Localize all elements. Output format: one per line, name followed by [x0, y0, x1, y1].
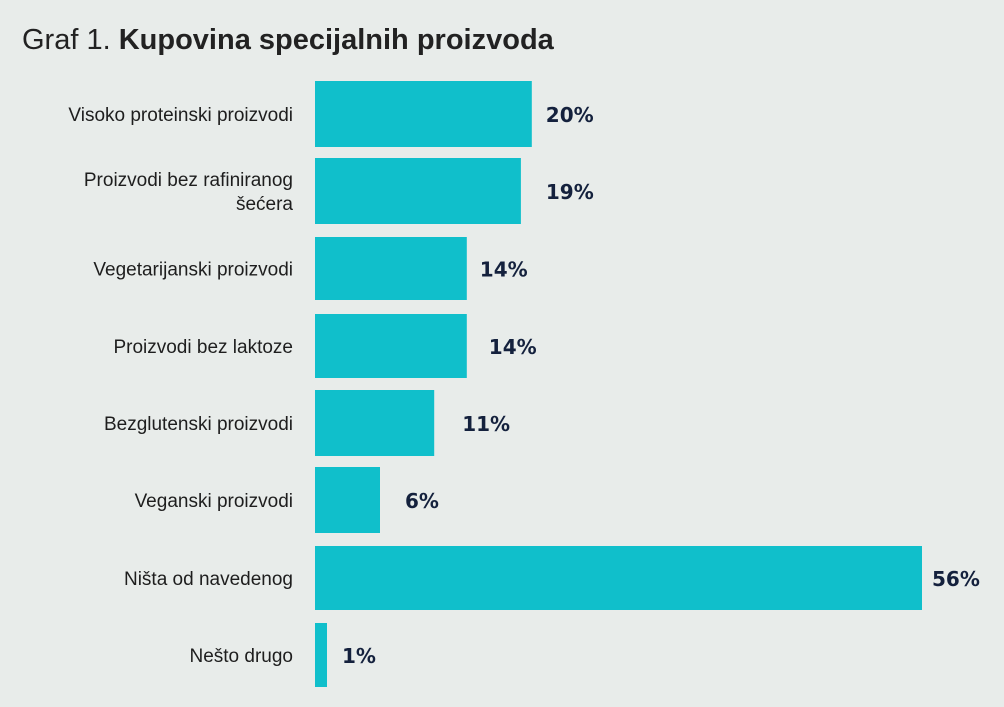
category-label: Proizvodi bez rafiniranog šećera	[84, 170, 294, 215]
category-label: Bezglutenski proizvodi	[104, 414, 293, 435]
bar	[315, 158, 521, 224]
bar	[315, 81, 532, 147]
value-label: 20%	[546, 103, 594, 127]
category-label: Ništa od navedenog	[124, 569, 293, 590]
bar	[315, 623, 327, 687]
category-label: Nešto drugo	[189, 646, 293, 667]
bar-group: Visoko proteinski proizvodi 20%	[68, 81, 594, 147]
value-label: 6%	[405, 489, 439, 513]
chart-title: Graf 1. Kupovina specijalnih proizvoda	[22, 24, 554, 57]
value-label: 14%	[489, 335, 537, 359]
value-label: 14%	[480, 258, 528, 282]
category-label-line: Ništa od navedenog	[124, 569, 293, 590]
bar	[315, 467, 380, 533]
category-label: Vegetarijanski proizvodi	[93, 260, 293, 281]
bar	[315, 314, 467, 378]
chart-title-main: Kupovina specijalnih proizvoda	[118, 24, 554, 56]
category-label-line: šećera	[236, 194, 293, 215]
bar-group: Proizvodi bez laktoze 14%	[113, 314, 537, 378]
category-label-line: Bezglutenski proizvodi	[104, 414, 293, 435]
category-label-line: Proizvodi bez laktoze	[113, 337, 293, 358]
bar	[315, 390, 435, 456]
chart-title-prefix: Graf 1.	[22, 24, 111, 56]
category-label-line: Proizvodi bez rafiniranog	[84, 170, 293, 191]
category-label: Visoko proteinski proizvodi	[68, 105, 293, 126]
value-label: 19%	[546, 180, 594, 204]
value-label: 1%	[342, 644, 376, 668]
value-label: 56%	[932, 567, 980, 591]
category-label: Proizvodi bez laktoze	[113, 337, 293, 358]
bar-group: Vegetarijanski proizvodi 14%	[93, 237, 528, 300]
bar	[315, 237, 467, 300]
bar-group: Veganski proizvodi 6%	[135, 467, 439, 533]
category-label-line: Nešto drugo	[189, 646, 293, 667]
category-label: Veganski proizvodi	[135, 491, 293, 512]
bar-group: Bezglutenski proizvodi 11%	[104, 390, 510, 456]
category-label-line: Vegetarijanski proizvodi	[93, 260, 293, 281]
bar-group: Ništa od navedenog 56%	[124, 546, 980, 610]
category-label-line: Veganski proizvodi	[135, 491, 293, 512]
bar	[315, 546, 922, 610]
category-label-line: Visoko proteinski proizvodi	[68, 105, 293, 126]
bar-group: Proizvodi bez rafiniranog šećera 19%	[84, 158, 594, 224]
value-label: 11%	[462, 412, 510, 436]
bar-group: Nešto drugo 1%	[189, 623, 376, 687]
